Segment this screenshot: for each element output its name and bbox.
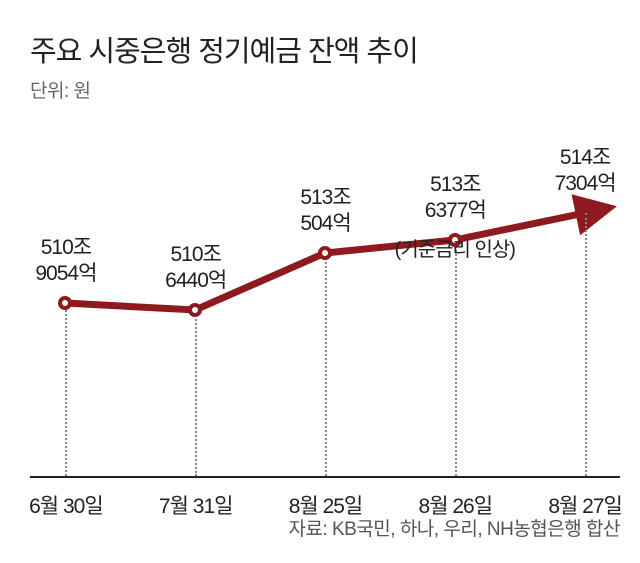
data-point: 514조7304억8월 27일 <box>585 120 586 478</box>
value-label: 514조7304억 <box>555 145 616 198</box>
chart-container: 주요 시중은행 정기예금 잔액 추이 단위: 원 510조9054억6월 30일… <box>0 0 640 563</box>
value-label-line2: 6440억 <box>165 268 226 294</box>
data-point: 510조9054억6월 30일 <box>65 120 66 478</box>
data-point: 510조6440억7월 31일 <box>195 120 196 478</box>
value-label: 513조504억 <box>300 185 350 238</box>
chart-title: 주요 시중은행 정기예금 잔액 추이 <box>30 28 620 70</box>
chart-source: 자료: KB국민, 하나, 우리, NH농협은행 합산 <box>288 514 620 541</box>
guide-line <box>195 312 197 476</box>
value-label-line1: 510조 <box>165 242 226 268</box>
value-label-line2: 504억 <box>300 211 350 237</box>
chart-area: 510조9054억6월 30일 510조6440억7월 31일 513조504억8월… <box>30 120 620 478</box>
value-label: 513조6377억 <box>425 172 486 225</box>
annotation-rate-hike: (기준금리 인상) <box>395 233 515 262</box>
value-label-line2: 6377억 <box>425 198 486 224</box>
x-axis-label: 6월 30일 <box>29 490 103 520</box>
guide-line <box>65 305 67 476</box>
x-axis-label: 7월 31일 <box>159 490 233 520</box>
data-point: 513조6377억8월 26일 <box>455 120 456 478</box>
value-label: 510조9054억 <box>35 235 96 288</box>
value-label-line1: 513조 <box>300 185 350 211</box>
value-label-line1: 510조 <box>35 235 96 261</box>
data-marker <box>58 296 72 310</box>
chart-unit: 단위: 원 <box>30 76 620 103</box>
guide-line <box>455 242 457 476</box>
data-marker <box>318 246 332 260</box>
guide-line <box>325 255 327 476</box>
value-label-line2: 7304억 <box>555 171 616 197</box>
value-label: 510조6440억 <box>165 242 226 295</box>
data-marker <box>188 303 202 317</box>
data-point: 513조504억8월 25일 <box>325 120 326 478</box>
guide-line <box>585 213 587 476</box>
value-label-line2: 9054억 <box>35 261 96 287</box>
value-label-line1: 513조 <box>425 172 486 198</box>
value-label-line1: 514조 <box>555 145 616 171</box>
